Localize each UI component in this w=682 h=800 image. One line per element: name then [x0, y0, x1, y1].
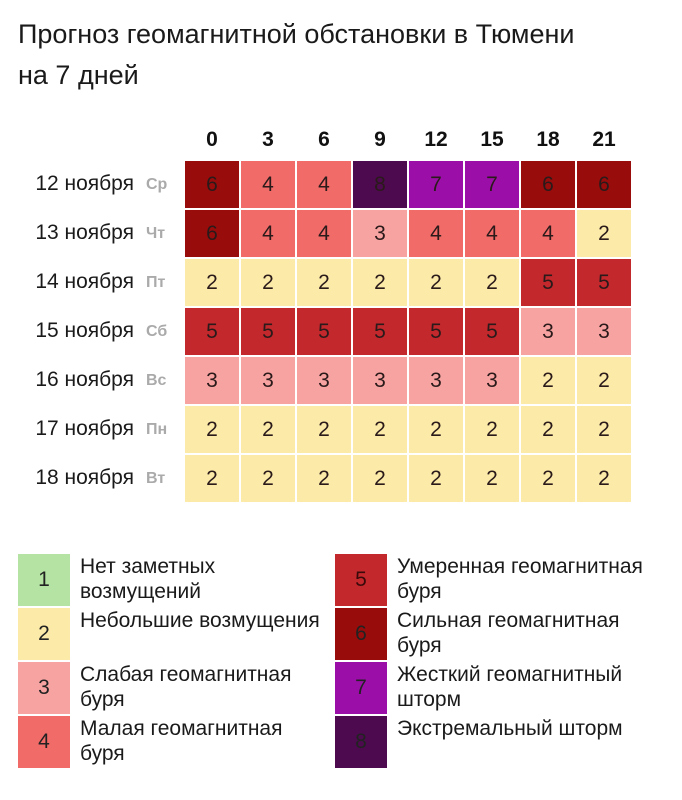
- row-weekday: Ср: [146, 176, 168, 193]
- heatmap-cell: 2: [464, 454, 520, 503]
- row-date: 14 ноября: [35, 270, 134, 293]
- heatmap-cell: 3: [352, 356, 408, 405]
- heatmap-cell: 3: [464, 356, 520, 405]
- legend-swatch: 5: [334, 553, 388, 607]
- heatmap-cell: 2: [408, 258, 464, 307]
- legend-swatch: 3: [17, 661, 71, 715]
- heatmap-cell: 2: [576, 454, 632, 503]
- heatmap-cell: 2: [464, 405, 520, 454]
- heatmap-cell: 8: [352, 160, 408, 209]
- heatmap-cell: 2: [576, 405, 632, 454]
- heatmap-cell: 4: [240, 209, 296, 258]
- heatmap-cell: 2: [184, 454, 240, 503]
- heatmap-cell: 3: [576, 307, 632, 356]
- heatmap-cell: 4: [464, 209, 520, 258]
- legend-swatch: 7: [334, 661, 388, 715]
- legend-swatch: 4: [17, 715, 71, 769]
- heatmap-cell: 3: [408, 356, 464, 405]
- heatmap-cell: 6: [520, 160, 576, 209]
- heatmap-cell: 5: [240, 307, 296, 356]
- heatmap-cell: 3: [352, 209, 408, 258]
- column-header: 9: [374, 128, 386, 151]
- heatmap-cell: 2: [520, 405, 576, 454]
- heatmap-cell: 3: [184, 356, 240, 405]
- heatmap-cell: 2: [520, 356, 576, 405]
- heatmap-cell: 3: [520, 307, 576, 356]
- heatmap-cell: 2: [408, 454, 464, 503]
- heatmap-cell: 4: [520, 209, 576, 258]
- legend-swatch: 1: [17, 553, 71, 607]
- legend-label: Небольшие возмущения: [80, 609, 320, 632]
- column-header: 3: [262, 128, 274, 151]
- heatmap-cell: 5: [296, 307, 352, 356]
- heatmap-cell: 2: [408, 405, 464, 454]
- heatmap-cell: 2: [464, 258, 520, 307]
- legend-label: Умеренная геомагнитная буря: [397, 555, 643, 603]
- row-date: 13 ноября: [35, 221, 134, 244]
- column-header: 12: [424, 128, 448, 151]
- heatmap-cell: 4: [240, 160, 296, 209]
- row-date: 15 ноября: [35, 319, 134, 342]
- row-date: 18 ноября: [35, 466, 134, 489]
- legend-label: Сильная геомагнитная буря: [397, 609, 620, 657]
- legend-swatch: 8: [334, 715, 388, 769]
- row-date: 12 ноября: [35, 172, 134, 195]
- heatmap-cell: 2: [184, 258, 240, 307]
- heatmap-cell: 2: [576, 356, 632, 405]
- heatmap-cell: 6: [576, 160, 632, 209]
- row-weekday: Вт: [146, 470, 166, 487]
- heatmap-cell: 2: [240, 405, 296, 454]
- heatmap-cell: 6: [184, 160, 240, 209]
- column-header: 6: [318, 128, 330, 151]
- legend-label: Малая геомагнитная буря: [80, 717, 283, 765]
- heatmap-cell: 2: [296, 258, 352, 307]
- row-weekday: Пт: [146, 274, 166, 291]
- row-weekday: Сб: [146, 323, 168, 340]
- legend-swatch: 6: [334, 607, 388, 661]
- legend-label: Экстремальный шторм: [397, 717, 623, 740]
- row-date: 16 ноября: [35, 368, 134, 391]
- heatmap-cell: 7: [408, 160, 464, 209]
- heatmap-cell: 2: [240, 454, 296, 503]
- column-header: 15: [480, 128, 504, 151]
- row-weekday: Чт: [146, 225, 166, 242]
- heatmap-cell: 6: [184, 209, 240, 258]
- heatmap-cell: 5: [352, 307, 408, 356]
- heatmap-cell: 2: [296, 405, 352, 454]
- heatmap-cell: 5: [408, 307, 464, 356]
- legend-label: Слабая геомагнитная буря: [80, 663, 292, 711]
- heatmap-cell: 2: [576, 209, 632, 258]
- column-header: 21: [592, 128, 616, 151]
- legend-swatch: 2: [17, 607, 71, 661]
- legend-label: Жесткий геомагнитный шторм: [397, 663, 623, 711]
- heatmap-cell: 2: [240, 258, 296, 307]
- heatmap-cell: 2: [184, 405, 240, 454]
- heatmap-cell: 3: [296, 356, 352, 405]
- heatmap-cell: 5: [576, 258, 632, 307]
- heatmap-cell: 2: [352, 454, 408, 503]
- heatmap-cell: 4: [296, 160, 352, 209]
- heatmap-cell: 3: [240, 356, 296, 405]
- row-date: 17 ноября: [35, 417, 134, 440]
- heatmap-cell: 2: [352, 258, 408, 307]
- column-header: 0: [206, 128, 218, 151]
- heatmap-cell: 5: [520, 258, 576, 307]
- column-header: 18: [536, 128, 560, 151]
- heatmap-cell: 5: [464, 307, 520, 356]
- heatmap-cell: 2: [296, 454, 352, 503]
- row-weekday: Пн: [146, 421, 168, 438]
- row-weekday: Вс: [146, 372, 167, 389]
- heatmap-cell: 2: [352, 405, 408, 454]
- heatmap-cell: 4: [408, 209, 464, 258]
- legend-label: Нет заметных возмущений: [80, 555, 216, 603]
- heatmap-cell: 4: [296, 209, 352, 258]
- heatmap-cell: 2: [520, 454, 576, 503]
- chart-title: Прогноз геомагнитной обстановки в Тюмени…: [18, 19, 575, 90]
- heatmap-cell: 7: [464, 160, 520, 209]
- heatmap-cell: 5: [184, 307, 240, 356]
